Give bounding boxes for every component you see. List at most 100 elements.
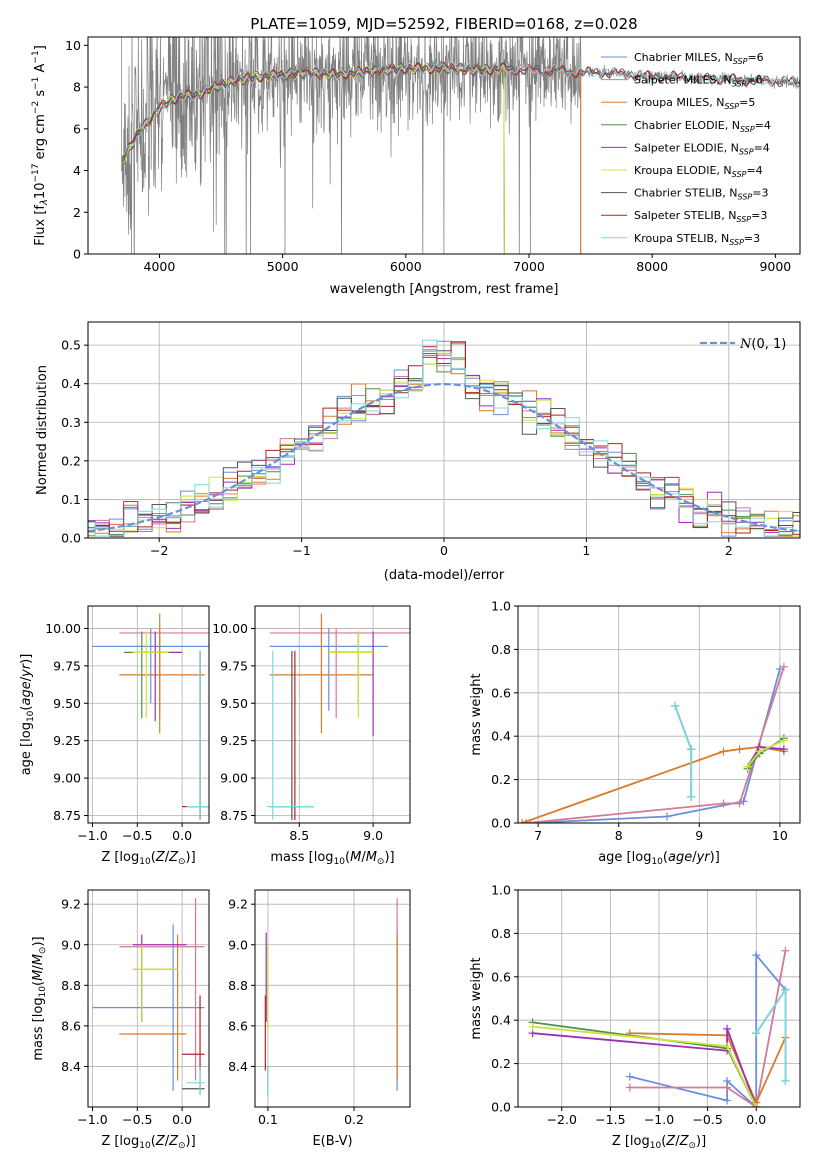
plot-area	[92, 613, 209, 821]
panels: 4000 5000 6000 7000 8000 90000246810wavelengt…	[19, 36, 801, 1151]
legend-label: Chabrier STELIB, NSSP=3	[634, 187, 768, 202]
x-tick-label: 0	[440, 543, 448, 558]
point-salpeter_elodie	[141, 631, 183, 722]
y-tick-label: 8.8	[228, 978, 248, 993]
plot-area	[528, 946, 790, 1107]
y-tick-label: 0.6	[491, 969, 511, 984]
plot-area	[518, 662, 788, 823]
y-tick-label: 0.4	[491, 729, 511, 744]
series-kroupa_stelib	[755, 986, 787, 1081]
x-tick-label: 7000	[513, 259, 545, 274]
y-tick-label: 8.6	[228, 1018, 248, 1033]
point-salpeter_stelib	[182, 995, 205, 1071]
point-chabrier_miles	[92, 628, 209, 704]
y-tick-label: 0.4	[61, 376, 81, 391]
x-tick-label: 0.2	[344, 1112, 364, 1127]
panel-age_vs_mass: 8.5 9.0 8.75 9.00 9.25 9.50 9.75 10.00 mass [log…	[212, 605, 411, 867]
y-tick-label: 10.00	[212, 621, 248, 636]
axes-frame	[254, 889, 411, 1108]
y-tick-label: 8.4	[61, 1059, 81, 1074]
series-kroupa_miles	[521, 746, 785, 823]
panel-age_vs_Z: −1.0 −0.5 0.0 8.75 9.00 9.25 9.50 9.75 10.00 Z [l…	[19, 605, 210, 867]
y-tick-label: 0.8	[491, 642, 511, 657]
x-axis-label: mass [log10(M/M⊙)]	[270, 850, 394, 867]
y-tick-label: 0.2	[61, 453, 81, 468]
panel-residuals: −2 −1 0 1 2 0.0 0.1 0.2 0.3 0.4 0.5 (data-model)/er…	[35, 321, 801, 583]
axes-frame	[87, 605, 210, 824]
y-axis-label: Normed distribution	[35, 365, 50, 495]
series-salpeter_elodie	[532, 1028, 758, 1107]
series-chabrier_stelib	[755, 986, 787, 1081]
y-tick-label: 9.00	[53, 771, 81, 786]
point-kroupa_elodie	[328, 631, 374, 719]
x-axis-label: Z [log10(Z/Z⊙)]	[612, 1134, 706, 1151]
plot-area	[88, 339, 800, 537]
plot-area	[266, 613, 410, 821]
y-tick-label: 0.5	[61, 338, 81, 353]
series-salpeter_miles	[629, 950, 787, 1107]
point-kroupa_miles	[119, 613, 205, 734]
series-chabrier_stelib	[674, 705, 693, 797]
histogram-kroupa_stelib	[88, 339, 800, 537]
series-kroupa_elodie	[532, 1025, 758, 1107]
x-axis-label: Z [log10(Z/Z⊙)]	[101, 850, 195, 867]
legend-label: Salpeter MILES, NSSP=6	[634, 74, 763, 89]
point-chabrier_stelib	[182, 1066, 205, 1095]
point-chabrier_miles	[92, 924, 205, 1091]
x-tick-label: 0.0	[172, 1112, 192, 1127]
y-tick-label: 9.0	[228, 937, 248, 952]
y-tick-label: 9.25	[53, 733, 81, 748]
x-tick-label: 9	[695, 828, 703, 843]
legend-label: Chabrier ELODIE, NSSP=4	[634, 119, 771, 134]
x-tick-label: 8000	[636, 259, 668, 274]
x-tick-label: 4000	[144, 259, 176, 274]
y-axis-label: Flux [fλ10−17 erg cm−2 s−1 A−1]	[31, 45, 50, 246]
y-tick-label: 0.2	[491, 772, 511, 787]
panel-spectrum: 4000 5000 6000 7000 8000 9000 0 2 4 6 8 10 wavelengt…	[31, 36, 801, 297]
point-salpeter_stelib	[182, 650, 209, 821]
point-salpeter_miles	[119, 628, 209, 719]
point-kroupa_stelib	[266, 650, 315, 821]
y-tick-label: 9.2	[228, 897, 248, 912]
x-tick-label: −2	[150, 543, 168, 558]
y-tick-label: 0.1	[61, 492, 81, 507]
y-tick-label: 9.0	[61, 937, 81, 952]
y-tick-label: 9.50	[53, 696, 81, 711]
x-tick-label: −0.5	[122, 1112, 152, 1127]
y-tick-label: 8.75	[53, 808, 81, 823]
x-tick-label: −0.5	[122, 828, 152, 843]
y-tick-label: 4	[73, 163, 81, 178]
y-tick-label: 8	[73, 80, 81, 95]
y-tick-label: 9.75	[53, 658, 81, 673]
point-kroupa_stelib	[186, 1066, 205, 1095]
x-tick-label: 0.0	[172, 828, 192, 843]
y-tick-label: 10	[65, 38, 81, 53]
panel-mass_vs_EBV: 0.1 0.2 8.4 8.6 8.8 9.0 9.2 E(B-V)	[228, 889, 411, 1149]
model-kroupa_stelib	[122, 62, 800, 156]
point-salpeter_elodie	[132, 934, 187, 1022]
y-tick-label: 6	[73, 121, 81, 136]
y-axis-label: mass [log10(M/M⊙)]	[31, 936, 48, 1060]
x-tick-label: 9000	[759, 259, 791, 274]
y-tick-label: 9.50	[220, 696, 248, 711]
x-tick-label: −2.0	[547, 1112, 577, 1127]
y-tick-label: 9.00	[220, 771, 248, 786]
plot-area	[264, 898, 398, 1095]
plot-area	[92, 898, 205, 1095]
point-chabrier_stelib	[182, 650, 209, 821]
x-tick-label: 1	[582, 543, 590, 558]
x-tick-label: 0.0	[746, 1112, 766, 1127]
point-chabrier_miles	[269, 628, 388, 711]
x-axis-label: E(B-V)	[312, 1134, 352, 1149]
legend-label: Salpeter ELODIE, NSSP=4	[634, 141, 770, 156]
x-tick-label: 0.1	[258, 1112, 278, 1127]
x-tick-label: −1.0	[77, 1112, 107, 1127]
axes-frame	[87, 36, 801, 255]
model-salpeter_stelib	[122, 61, 800, 159]
figure-title: PLATE=1059, MJD=52592, FIBERID=0168, z=0…	[250, 15, 637, 33]
y-tick-label: 2	[73, 205, 81, 220]
model-chabrier_stelib	[122, 62, 800, 162]
histogram-salpeter_miles	[88, 349, 800, 537]
point-kroupa_miles	[269, 613, 374, 734]
